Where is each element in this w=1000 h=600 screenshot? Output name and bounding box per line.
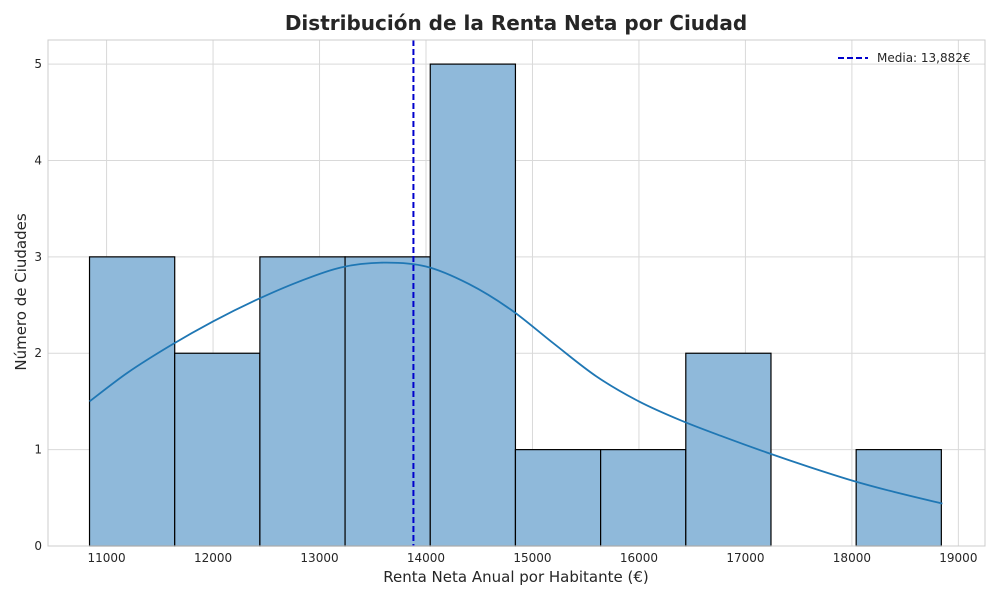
- y-tick-label: 5: [34, 57, 42, 71]
- chart-title: Distribución de la Renta Neta por Ciudad: [285, 11, 747, 35]
- x-tick-label: 16000: [620, 551, 658, 565]
- histogram-bar: [259, 256, 346, 547]
- y-tick-label: 3: [34, 250, 42, 264]
- histogram-bar: [344, 256, 431, 547]
- y-tick-labels: 0 1 2 3 4 5: [34, 57, 42, 553]
- histogram-bar: [429, 63, 517, 547]
- histogram-bar: [88, 256, 176, 547]
- x-tick-label: 11000: [87, 551, 125, 565]
- x-tick-label: 12000: [194, 551, 232, 565]
- legend: Media: 13,882€: [838, 51, 971, 65]
- histogram-bar: [514, 449, 602, 547]
- x-tick-label: 15000: [513, 551, 551, 565]
- x-tick-label: 14000: [407, 551, 445, 565]
- kde-curve: [88, 261, 943, 505]
- kde-curve-layer: [88, 261, 943, 505]
- x-tick-label: 17000: [726, 551, 764, 565]
- histogram-bar: [174, 352, 261, 547]
- x-tick-label: 19000: [939, 551, 977, 565]
- histogram-bar: [855, 449, 942, 547]
- x-tick-label: 13000: [300, 551, 338, 565]
- x-tick-labels: 11000 12000 13000 14000 15000 16000 17000 18000…: [87, 551, 977, 565]
- y-axis-label: Número de Ciudades: [12, 213, 30, 370]
- x-axis-label: Renta Neta Anual por Habitante (€): [383, 568, 649, 586]
- plot-frame: [47, 39, 986, 547]
- y-tick-label: 0: [34, 539, 42, 553]
- y-tick-label: 1: [34, 443, 42, 457]
- histogram-bars: [88, 63, 942, 547]
- y-tick-label: 4: [34, 153, 42, 167]
- y-tick-label: 2: [34, 346, 42, 360]
- x-tick-label: 18000: [833, 551, 871, 565]
- histogram-bar: [600, 449, 687, 547]
- legend-mean-label: Media: 13,882€: [877, 51, 971, 65]
